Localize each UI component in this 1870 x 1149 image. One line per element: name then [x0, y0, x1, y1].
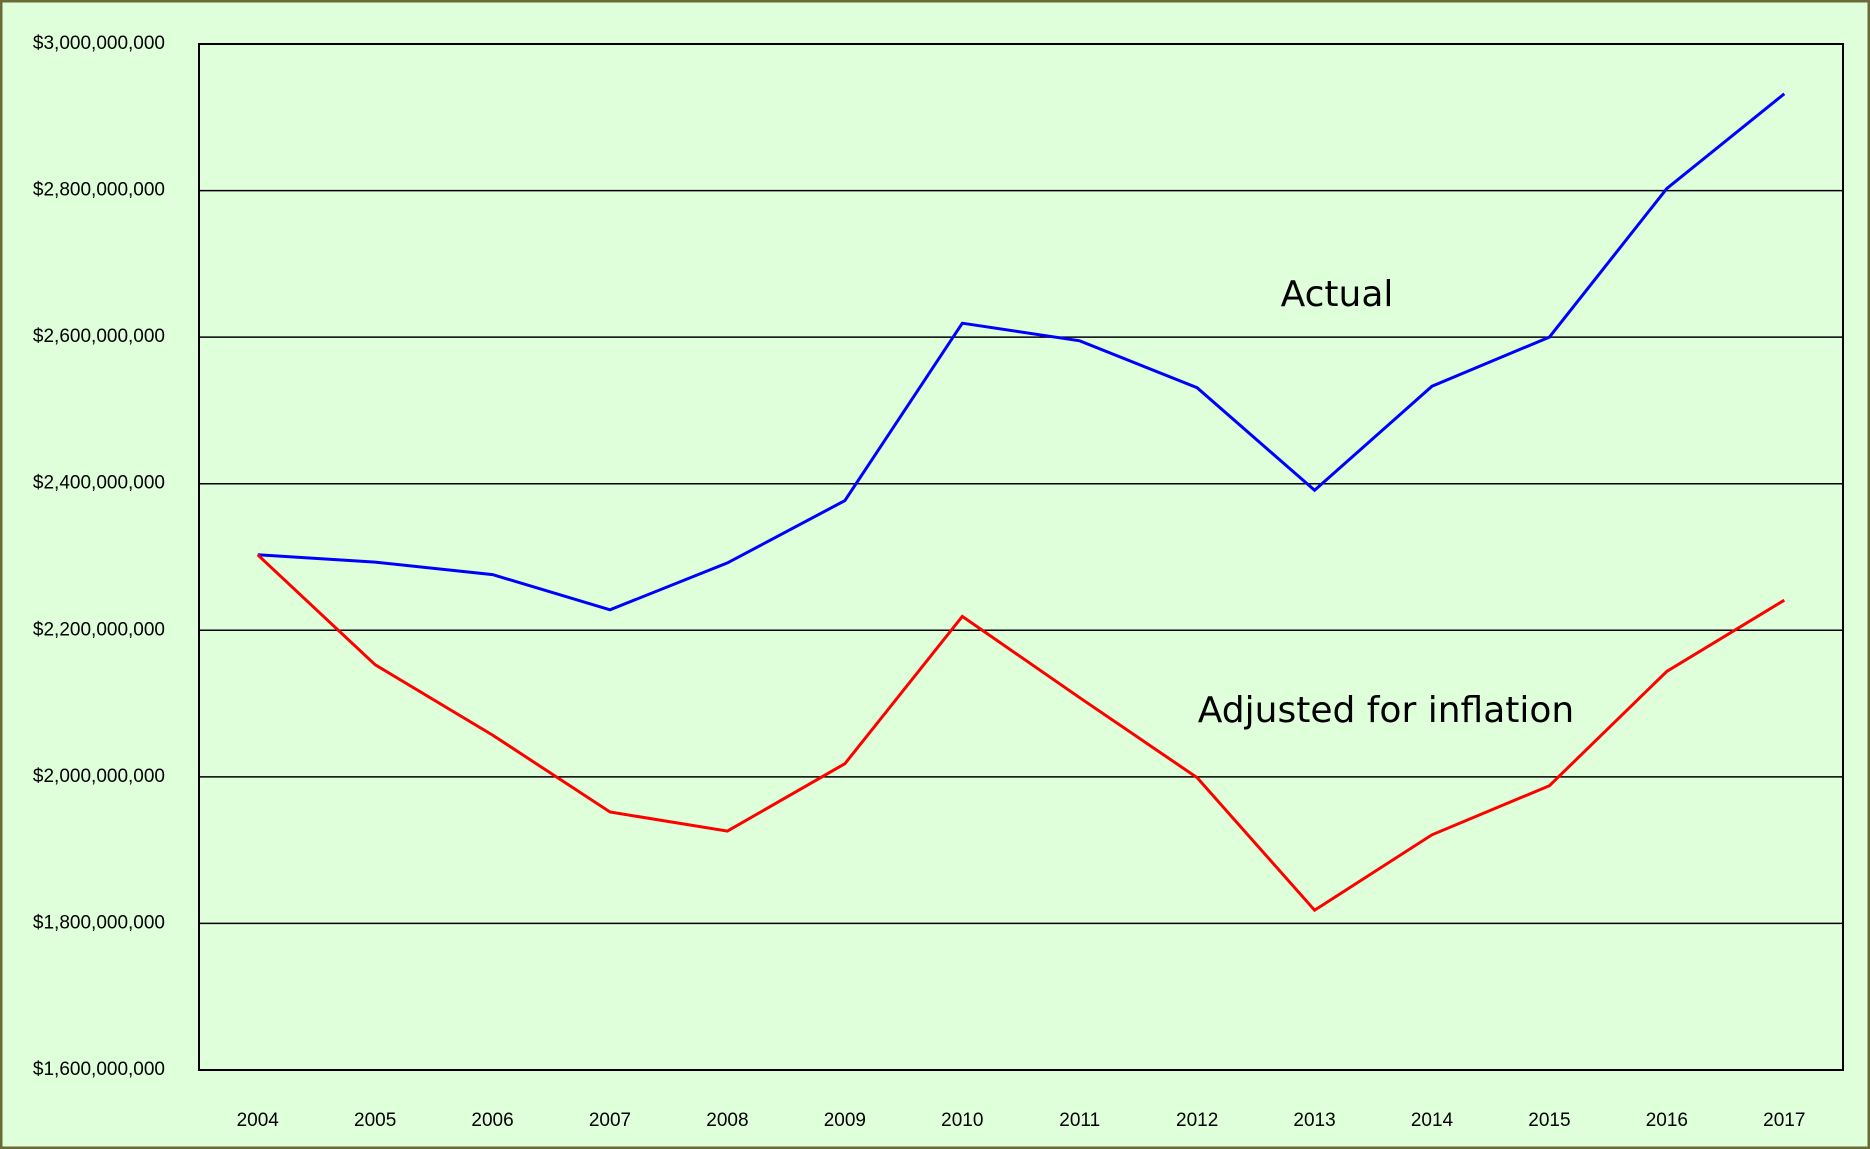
y-tick-label: $2,200,000,000 — [33, 619, 165, 640]
series-label: Actual — [1281, 274, 1394, 315]
plot-border — [198, 43, 1844, 1071]
x-tick-label: 2011 — [1059, 1110, 1100, 1131]
x-tick-label: 2013 — [1293, 1110, 1335, 1131]
x-tick-label: 2006 — [471, 1110, 513, 1131]
x-tick-label: 2010 — [941, 1110, 983, 1131]
x-tick-label: 2014 — [1411, 1110, 1454, 1131]
y-tick-label: $1,800,000,000 — [33, 912, 165, 933]
y-tick-label: $2,800,000,000 — [33, 180, 165, 201]
series-label: Adjusted for inflation — [1198, 690, 1574, 731]
x-tick-label: 2007 — [589, 1110, 631, 1131]
series-line — [256, 553, 1786, 913]
x-tick-label: 2004 — [237, 1110, 280, 1131]
x-tick-label: 2009 — [824, 1110, 866, 1131]
series-line — [257, 92, 1786, 612]
y-tick-label: $1,600,000,000 — [33, 1059, 165, 1080]
y-tick-label: $2,400,000,000 — [33, 473, 165, 494]
y-tick-label: $2,600,000,000 — [33, 326, 165, 347]
x-tick-label: 2015 — [1528, 1110, 1570, 1131]
x-tick-label: 2017 — [1763, 1110, 1805, 1131]
x-tick-label: 2016 — [1646, 1110, 1688, 1131]
y-tick-label: $3,000,000,000 — [33, 33, 165, 54]
y-tick-label: $2,000,000,000 — [33, 766, 165, 787]
x-tick-label: 2012 — [1176, 1110, 1218, 1131]
x-tick-label: 2005 — [354, 1110, 396, 1131]
x-tick-label: 2008 — [706, 1110, 748, 1131]
